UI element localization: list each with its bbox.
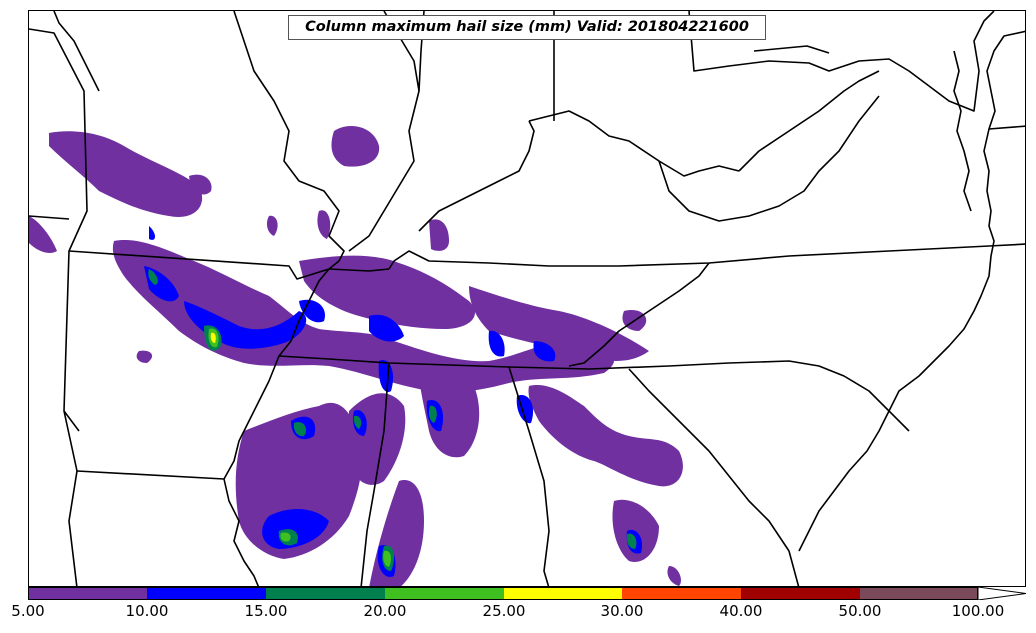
state-boundary-line bbox=[76, 470, 225, 480]
colorbar-segment bbox=[504, 587, 622, 600]
coastline bbox=[798, 30, 1025, 552]
state-boundary-line bbox=[63, 410, 80, 432]
river-line bbox=[348, 11, 420, 252]
state-boundary-line bbox=[29, 215, 70, 220]
state-boundary-line bbox=[788, 550, 800, 586]
state-boundary-line bbox=[528, 110, 740, 177]
state-boundary-line bbox=[29, 28, 88, 586]
state-boundary-line bbox=[738, 70, 880, 172]
map-title: Column maximum hail size (mm) Valid: 201… bbox=[288, 15, 766, 40]
colorbar-segment bbox=[741, 587, 860, 600]
river-line bbox=[418, 120, 535, 232]
colorbar-segment bbox=[622, 587, 741, 600]
colorbar-segment bbox=[385, 587, 504, 600]
state-boundary-line bbox=[360, 362, 390, 586]
colorbar-segment bbox=[147, 587, 266, 600]
map-panel bbox=[28, 10, 1026, 587]
state-boundary-line bbox=[628, 368, 790, 552]
map-canvas bbox=[29, 11, 1025, 586]
state-boundary-line bbox=[568, 262, 710, 367]
colorbar-segment bbox=[266, 587, 385, 600]
colorbar-segment bbox=[28, 587, 147, 600]
colorbar-tick-label: 50.00 bbox=[838, 602, 882, 620]
state-boundary-line bbox=[988, 125, 1025, 130]
colorbar-tick-label: 30.00 bbox=[600, 602, 644, 620]
colorbar-tick-label: 20.00 bbox=[363, 602, 407, 620]
colorbar-tick-label: 100.00 bbox=[951, 602, 1005, 620]
river-line bbox=[223, 11, 345, 586]
colorbar-tick-label: 5.00 bbox=[11, 602, 45, 620]
coastline bbox=[953, 50, 972, 212]
colorbar-tick-label: 10.00 bbox=[125, 602, 169, 620]
colorbar-outline bbox=[28, 587, 978, 600]
state-boundary-line bbox=[68, 250, 390, 280]
state-boundary-line bbox=[388, 243, 1025, 270]
state-boundary-line bbox=[688, 11, 995, 112]
state-boundary-line bbox=[508, 366, 550, 586]
colorbar-tick-label: 40.00 bbox=[719, 602, 763, 620]
colorbar-tick-label: 25.00 bbox=[482, 602, 526, 620]
state-boundary-line bbox=[658, 95, 880, 222]
hail-swath-layer bbox=[29, 126, 683, 586]
colorbar-tick-label: 15.00 bbox=[244, 602, 288, 620]
colorbar-segment bbox=[860, 587, 978, 600]
state-boundary-line bbox=[753, 45, 830, 54]
colorbar-extend-arrow bbox=[978, 587, 1026, 600]
state-boundary-line bbox=[278, 355, 910, 432]
boundary-layer bbox=[29, 11, 1025, 586]
state-boundary-line bbox=[53, 11, 100, 92]
colorbar bbox=[28, 587, 1036, 600]
